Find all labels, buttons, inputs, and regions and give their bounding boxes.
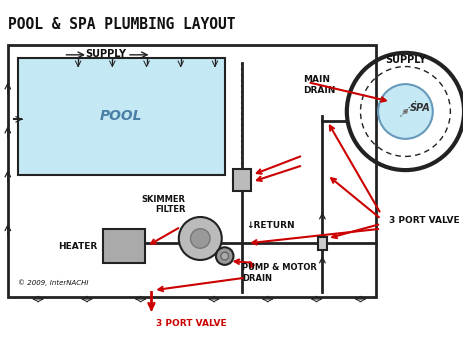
Text: SKIMMER
FILTER: SKIMMER FILTER bbox=[142, 194, 186, 214]
Circle shape bbox=[216, 247, 234, 265]
Text: 3 PORT VALVE: 3 PORT VALVE bbox=[389, 216, 459, 225]
Bar bbox=[234, 169, 251, 191]
Text: ↓RETURN: ↓RETURN bbox=[246, 221, 295, 230]
Text: SUPPLY: SUPPLY bbox=[385, 55, 426, 65]
Circle shape bbox=[191, 229, 210, 248]
Bar bbox=[8, 45, 376, 297]
Text: POOL & SPA PLUMBING LAYOUT: POOL & SPA PLUMBING LAYOUT bbox=[8, 17, 235, 32]
Text: DRAIN: DRAIN bbox=[242, 274, 272, 283]
Circle shape bbox=[378, 84, 433, 139]
Text: MAIN
DRAIN: MAIN DRAIN bbox=[303, 75, 335, 95]
Text: POOL: POOL bbox=[100, 109, 142, 123]
Bar bbox=[318, 237, 327, 250]
Circle shape bbox=[221, 252, 228, 260]
Text: SUPPLY: SUPPLY bbox=[85, 49, 126, 59]
Text: SPA: SPA bbox=[410, 103, 431, 113]
Bar bbox=[18, 58, 225, 175]
Text: HEATER: HEATER bbox=[58, 242, 98, 251]
Circle shape bbox=[179, 217, 222, 260]
Text: © 2009, InterNACHI: © 2009, InterNACHI bbox=[18, 279, 88, 286]
Text: 3 PORT VALVE: 3 PORT VALVE bbox=[156, 319, 227, 328]
Text: PUMP & MOTOR: PUMP & MOTOR bbox=[242, 263, 317, 272]
Bar bbox=[102, 229, 145, 263]
